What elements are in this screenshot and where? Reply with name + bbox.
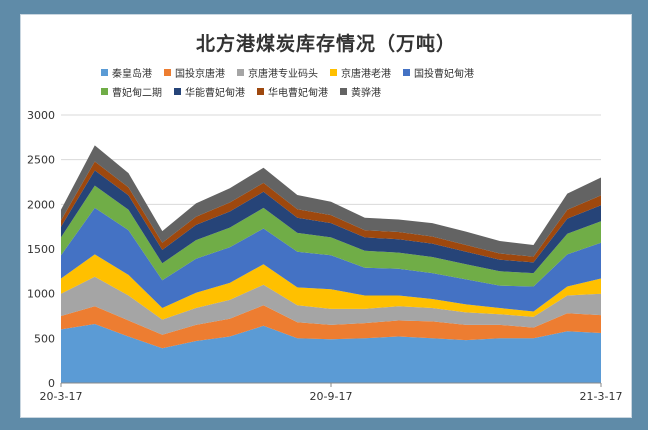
legend-label: 曹妃甸二期	[112, 88, 162, 99]
legend-swatch	[257, 88, 264, 95]
legend-swatch	[237, 69, 244, 76]
chart-frame: 北方港煤炭库存情况（万吨） 秦皇岛港 国投京唐港 京唐港专业码头 京唐港老港 国投曹妃甸…	[20, 14, 632, 418]
legend: 秦皇岛港 国投京唐港 京唐港专业码头 京唐港老港 国投曹妃甸港 曹妃甸二期 华能曹妃甸港 华…	[101, 65, 621, 103]
legend-item: 黄骅港	[340, 84, 381, 99]
legend-row: 曹妃甸二期 华能曹妃甸港 华电曹妃甸港 黄骅港	[101, 84, 621, 99]
legend-item: 京唐港老港	[330, 65, 391, 80]
area-series	[61, 305, 601, 349]
legend-label: 京唐港专业码头	[248, 69, 318, 80]
legend-row: 秦皇岛港 国投京唐港 京唐港专业码头 京唐港老港 国投曹妃甸港	[101, 65, 621, 80]
legend-label: 国投京唐港	[175, 69, 225, 80]
area-series	[61, 324, 601, 383]
legend-swatch	[174, 88, 181, 95]
area-series	[61, 276, 601, 335]
y-tick-label: 0	[48, 377, 55, 390]
y-tick-label: 2500	[27, 154, 55, 167]
x-tick-label: 20-3-17	[40, 390, 83, 403]
legend-item: 国投京唐港	[164, 65, 225, 80]
legend-item: 华电曹妃甸港	[257, 84, 328, 99]
y-tick-label: 3000	[27, 109, 55, 122]
x-tick-label: 21-3-17	[580, 390, 623, 403]
legend-swatch	[101, 69, 108, 76]
legend-label: 黄骅港	[351, 88, 381, 99]
y-tick-label: 1500	[27, 243, 55, 256]
legend-swatch	[164, 69, 171, 76]
legend-label: 秦皇岛港	[112, 69, 152, 80]
area-series	[61, 254, 601, 320]
area-chart: 0 500 1000 1500 2000 2500 3000 20-3-17 20-9-17 21…	[27, 109, 623, 403]
legend-label: 国投曹妃甸港	[414, 69, 474, 80]
legend-item: 华能曹妃甸港	[174, 84, 245, 99]
y-tick-label: 1000	[27, 288, 55, 301]
legend-label: 京唐港老港	[341, 69, 391, 80]
legend-label: 华电曹妃甸港	[268, 88, 328, 99]
legend-item: 京唐港专业码头	[237, 65, 318, 80]
legend-item: 曹妃甸二期	[101, 84, 162, 99]
x-tick-label: 20-9-17	[310, 390, 353, 403]
legend-swatch	[101, 88, 108, 95]
legend-swatch	[403, 69, 410, 76]
legend-swatch	[330, 69, 337, 76]
y-tick-label: 500	[34, 332, 55, 345]
legend-item: 秦皇岛港	[101, 65, 152, 80]
chart-title: 北方港煤炭库存情况（万吨）	[195, 33, 456, 55]
y-tick-label: 2000	[27, 198, 55, 211]
legend-swatch	[340, 88, 347, 95]
legend-item: 国投曹妃甸港	[403, 65, 474, 80]
legend-label: 华能曹妃甸港	[185, 88, 245, 99]
area-series	[61, 207, 601, 312]
